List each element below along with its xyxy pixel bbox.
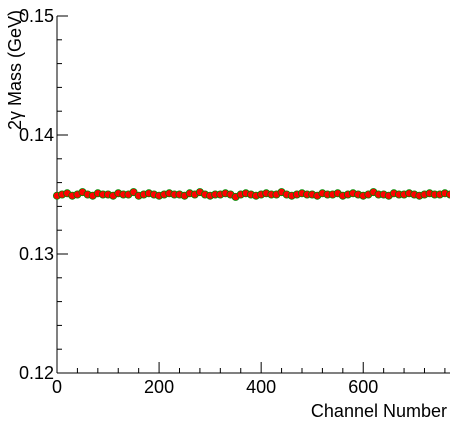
y-tick-label: 0.13 — [19, 244, 54, 264]
x-tick-label: 0 — [52, 377, 62, 397]
y-tick-label: 0.15 — [19, 6, 54, 26]
x-tick-label: 200 — [144, 377, 174, 397]
y-tick-label: 0.14 — [19, 125, 54, 145]
axes: 0 200 400 600 0.12 0.13 0.14 0.15 — [19, 6, 446, 397]
data-point — [446, 190, 450, 199]
x-axis-title: Channel Number — [311, 401, 447, 421]
y-tick-label: 0.12 — [19, 363, 54, 383]
x-tick-label: 400 — [246, 377, 276, 397]
y-axis-title: 2γ Mass (GeV) — [5, 10, 25, 130]
x-tick-label: 600 — [348, 377, 378, 397]
data-points — [53, 188, 450, 201]
